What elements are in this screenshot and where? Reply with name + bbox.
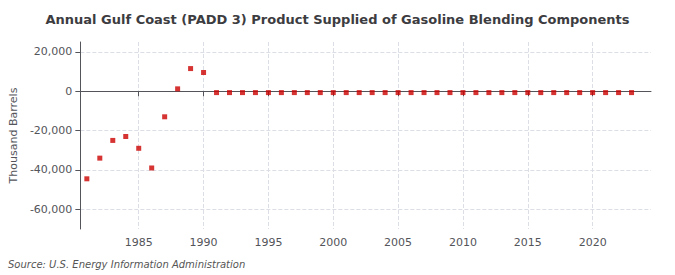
svg-text:0: 0 [65,85,72,98]
svg-text:Annual Gulf Coast (PADD 3) Pro: Annual Gulf Coast (PADD 3) Product Suppl… [45,12,629,27]
svg-text:-60,000: -60,000 [30,203,72,216]
svg-text:2000: 2000 [319,236,347,249]
svg-text:2020: 2020 [579,236,607,249]
svg-text:2005: 2005 [384,236,412,249]
svg-text:1985: 1985 [125,236,153,249]
svg-text:Source: U.S. Energy Informatio: Source: U.S. Energy Information Administ… [8,259,245,270]
svg-text:2010: 2010 [449,236,477,249]
svg-text:2015: 2015 [514,236,542,249]
svg-text:1990: 1990 [190,236,218,249]
svg-text:20,000: 20,000 [34,45,73,58]
svg-text:-40,000: -40,000 [30,163,72,176]
svg-text:Thousand Barrels: Thousand Barrels [7,87,20,184]
svg-text:1995: 1995 [254,236,282,249]
svg-text:-20,000: -20,000 [30,124,72,137]
